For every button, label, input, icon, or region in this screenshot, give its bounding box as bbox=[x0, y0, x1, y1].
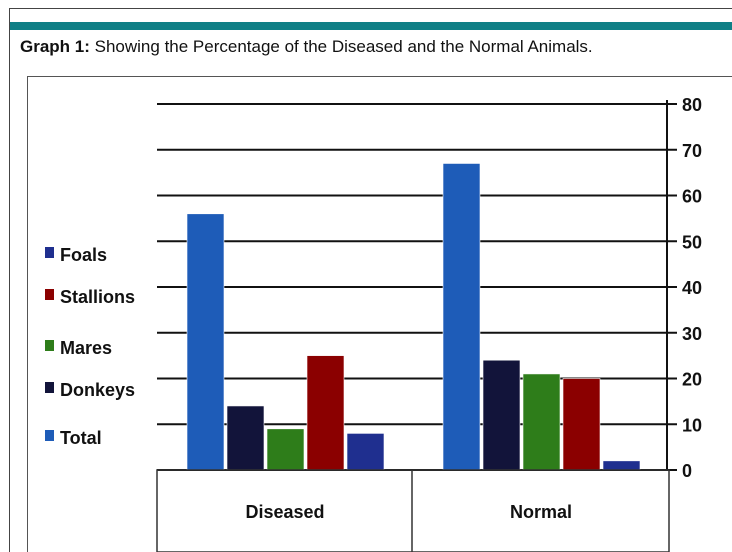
legend-label: Mares bbox=[60, 338, 112, 358]
bar bbox=[346, 433, 385, 471]
legend-label: Stallions bbox=[60, 287, 135, 307]
bar bbox=[602, 460, 641, 471]
category-label: Normal bbox=[510, 502, 572, 522]
bar bbox=[522, 373, 561, 471]
legend-swatch bbox=[45, 247, 54, 258]
y-tick-label: 80 bbox=[682, 95, 702, 115]
legend-label: Foals bbox=[60, 245, 107, 265]
bar bbox=[482, 359, 521, 471]
bar bbox=[306, 355, 345, 471]
y-tick-label: 50 bbox=[682, 232, 702, 252]
legend-swatch bbox=[45, 382, 54, 393]
accent-bar bbox=[10, 22, 732, 30]
category-table bbox=[156, 469, 670, 552]
bar bbox=[266, 428, 305, 471]
legend-swatch bbox=[45, 340, 54, 351]
bar bbox=[186, 213, 225, 471]
y-tick-label: 10 bbox=[682, 415, 702, 435]
legend-label: Total bbox=[60, 428, 102, 448]
legend-label: Donkeys bbox=[60, 380, 135, 400]
bar bbox=[226, 405, 265, 471]
legend-swatch bbox=[45, 289, 54, 300]
y-tick-label: 70 bbox=[682, 141, 702, 161]
bar bbox=[442, 163, 481, 471]
y-tick-label: 20 bbox=[682, 370, 702, 390]
figure-caption: Graph 1: Showing the Percentage of the D… bbox=[20, 37, 593, 57]
y-tick-label: 0 bbox=[682, 461, 692, 481]
y-tick-label: 40 bbox=[682, 278, 702, 298]
plot-box bbox=[27, 76, 732, 552]
caption-text: Showing the Percentage of the Diseased a… bbox=[89, 37, 593, 56]
y-tick-label: 30 bbox=[682, 324, 702, 344]
category-label: Diseased bbox=[245, 502, 324, 522]
legend-swatch bbox=[45, 430, 54, 441]
bar bbox=[562, 378, 601, 471]
caption-label: Graph 1: bbox=[20, 37, 90, 56]
y-tick-label: 60 bbox=[682, 187, 702, 207]
